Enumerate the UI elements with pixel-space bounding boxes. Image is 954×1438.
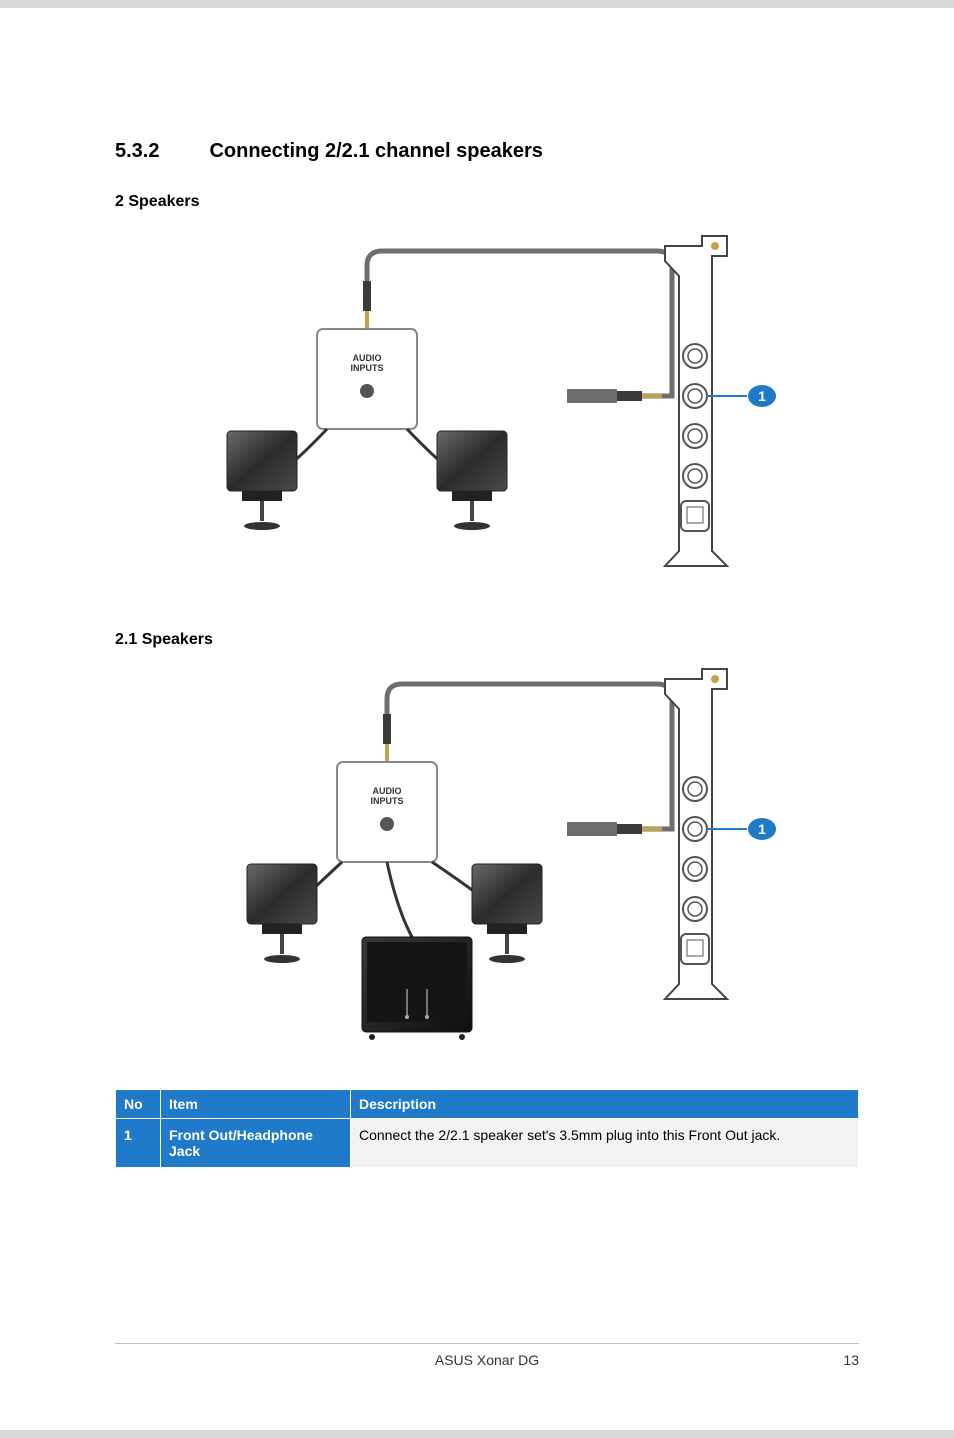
footer-page-number: 13 (843, 1352, 859, 1368)
branch-cable-sub (387, 862, 412, 937)
diagram-svg-1: AUDIO INPUTS (167, 221, 807, 601)
plug-sleeve (567, 389, 617, 403)
plug-tip (642, 827, 662, 831)
top-edge (0, 0, 954, 8)
speaker-system-jack (380, 817, 394, 831)
speaker-system-label-1: AUDIO (353, 353, 382, 363)
diagram-2-speakers: AUDIO INPUTS (115, 221, 859, 601)
speaker-system-box (317, 329, 417, 429)
table-header-row: No Item Description (116, 1090, 859, 1119)
speaker-system-label-2: INPUTS (370, 796, 403, 806)
bottom-edge (0, 1430, 954, 1438)
plug-tip (642, 394, 662, 398)
plug-grip (617, 824, 642, 834)
plug-vertical-tip (365, 311, 369, 329)
subheading-2-speakers: 2 Speakers (115, 193, 859, 211)
page: 5.3.2 Connecting 2/2.1 channel speakers … (0, 0, 954, 1438)
speaker-system-jack (360, 384, 374, 398)
right-speaker (437, 431, 507, 530)
footer-product: ASUS Xonar DG (115, 1352, 859, 1368)
speaker-system-box (337, 762, 437, 862)
left-speaker (227, 431, 297, 530)
plug-vertical-tip (385, 744, 389, 762)
table-row: 1 Front Out/Headphone Jack Connect the 2… (116, 1119, 859, 1168)
description-table: No Item Description 1 Front Out/Headphon… (115, 1089, 859, 1168)
page-footer: ASUS Xonar DG 13 (115, 1343, 859, 1368)
speaker-system-label-1: AUDIO (373, 786, 402, 796)
th-no: No (116, 1090, 161, 1119)
td-no: 1 (116, 1119, 161, 1168)
subwoofer (362, 937, 472, 1040)
subheading-2-1-speakers: 2.1 Speakers (115, 631, 859, 649)
left-speaker (247, 864, 317, 963)
plug-grip (617, 391, 642, 401)
diagram-2-1-speakers: AUDIO INPUTS (115, 659, 859, 1059)
bracket-screw (711, 675, 719, 683)
th-desc: Description (351, 1090, 859, 1119)
td-item: Front Out/Headphone Jack (161, 1119, 351, 1168)
section-number: 5.3.2 (115, 140, 205, 163)
section-heading: 5.3.2 Connecting 2/2.1 channel speakers (115, 140, 859, 163)
speaker-system-label-2: INPUTS (350, 363, 383, 373)
plug-sleeve (567, 822, 617, 836)
section-title: Connecting 2/2.1 channel speakers (209, 140, 542, 162)
plug-vertical-grip (363, 281, 371, 311)
diagram-svg-2: AUDIO INPUTS (167, 659, 807, 1059)
th-item: Item (161, 1090, 351, 1119)
right-speaker (472, 864, 542, 963)
td-desc: Connect the 2/2.1 speaker set's 3.5mm pl… (351, 1119, 859, 1168)
plug-vertical-grip (383, 714, 391, 744)
bracket-screw (711, 242, 719, 250)
callout-number: 1 (758, 388, 766, 404)
content-area: 5.3.2 Connecting 2/2.1 channel speakers … (115, 140, 859, 1338)
callout-number: 1 (758, 821, 766, 837)
